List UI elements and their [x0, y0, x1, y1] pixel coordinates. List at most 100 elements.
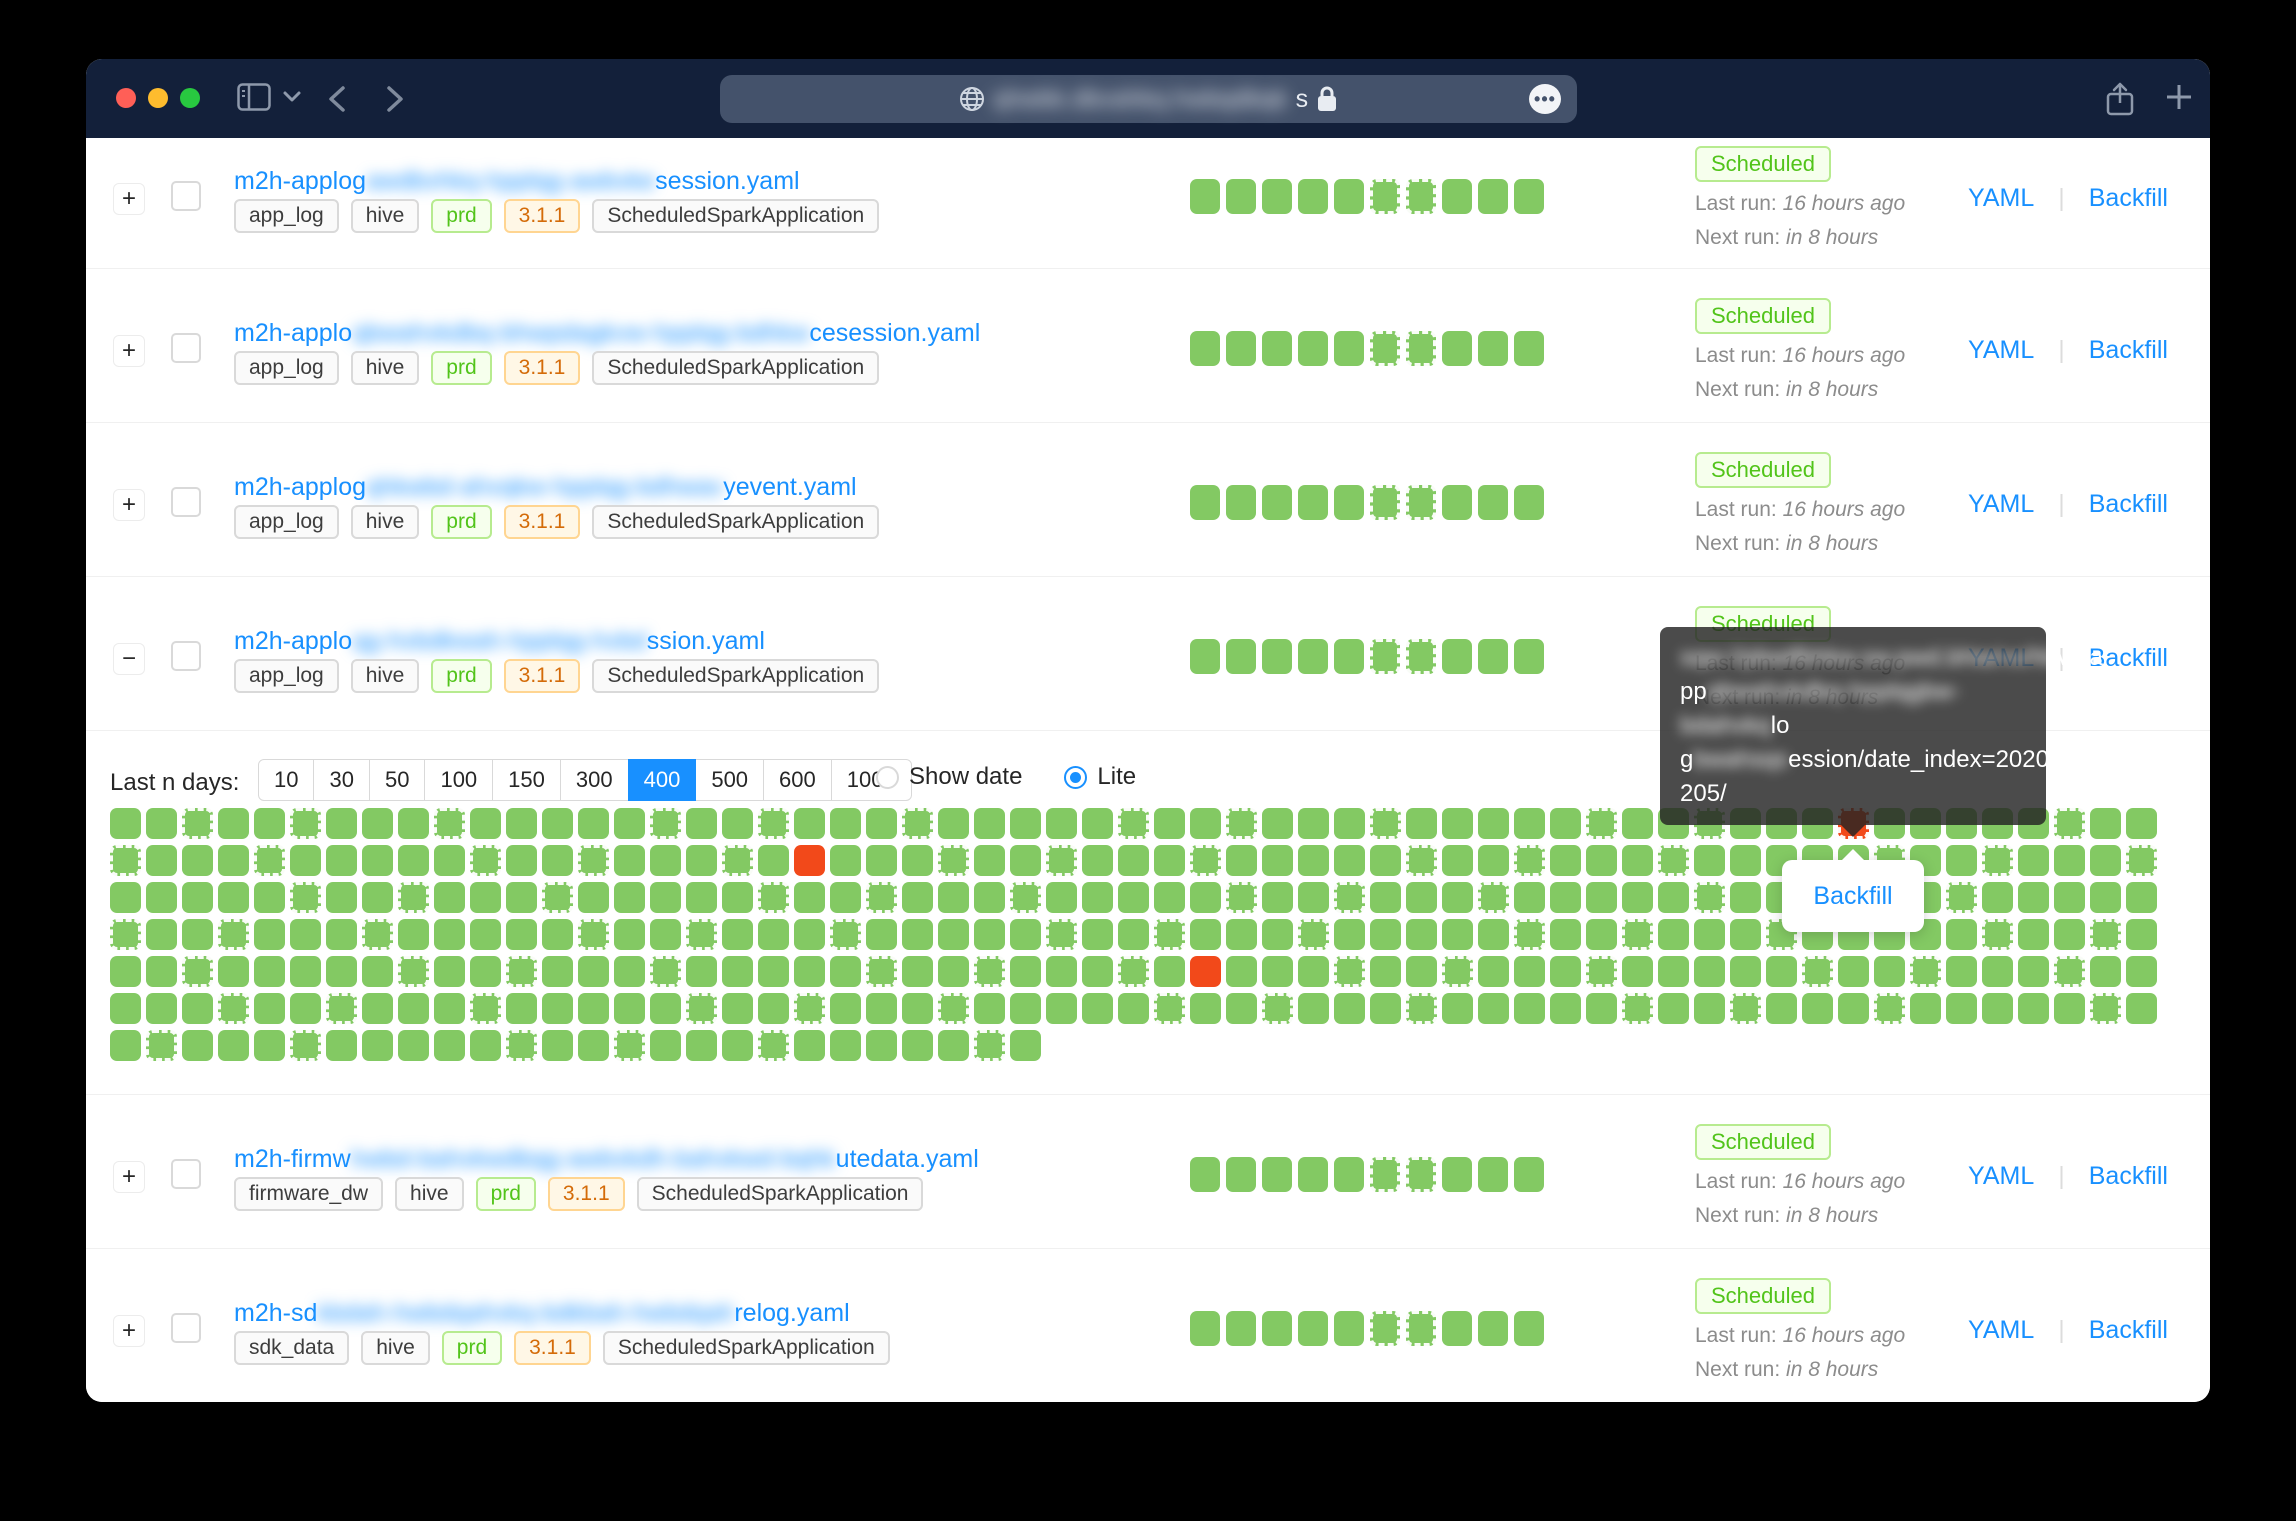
heatmap-cell[interactable]: [470, 882, 501, 913]
heatmap-cell[interactable]: [614, 919, 645, 950]
heatmap-cell[interactable]: [1694, 845, 1725, 876]
heatmap-cell[interactable]: [722, 882, 753, 913]
heatmap-cell[interactable]: [362, 993, 393, 1024]
run-day-square[interactable]: [1262, 179, 1292, 214]
heatmap-cell[interactable]: [614, 993, 645, 1024]
heatmap-cell[interactable]: [1514, 919, 1545, 950]
heatmap-cell[interactable]: [686, 993, 717, 1024]
heatmap-cell[interactable]: [722, 845, 753, 876]
heatmap-cell[interactable]: [254, 845, 285, 876]
heatmap-cell[interactable]: [1946, 919, 1977, 950]
heatmap-cell[interactable]: [2126, 882, 2157, 913]
run-day-square[interactable]: [1406, 1311, 1436, 1346]
heatmap-cell[interactable]: [1118, 956, 1149, 987]
heatmap-cell[interactable]: [686, 919, 717, 950]
heatmap-cell[interactable]: [1010, 919, 1041, 950]
heatmap-cell[interactable]: [866, 845, 897, 876]
heatmap-cell[interactable]: [614, 956, 645, 987]
heatmap-cell[interactable]: [1190, 882, 1221, 913]
heatmap-cell[interactable]: [1298, 845, 1329, 876]
run-day-square[interactable]: [1370, 1311, 1400, 1346]
heatmap-cell[interactable]: [1730, 882, 1761, 913]
run-day-square[interactable]: [1190, 179, 1220, 214]
heatmap-cell[interactable]: [2090, 845, 2121, 876]
heatmap-cell[interactable]: [2054, 956, 2085, 987]
run-day-square[interactable]: [1298, 485, 1328, 520]
heatmap-cell[interactable]: [1262, 808, 1293, 839]
run-day-square[interactable]: [1334, 1311, 1364, 1346]
run-day-square[interactable]: [1298, 1157, 1328, 1192]
heatmap-cell[interactable]: [1514, 993, 1545, 1024]
heatmap-cell[interactable]: [1442, 808, 1473, 839]
heatmap-cell[interactable]: [1010, 1030, 1041, 1061]
heatmap-cell[interactable]: [1406, 919, 1437, 950]
run-day-square[interactable]: [1262, 1311, 1292, 1346]
job-title-link[interactable]: m2h-applogqhkwbd-ahvqkw-hpplqg-bdhwavyev…: [234, 473, 857, 502]
heatmap-cell[interactable]: [866, 919, 897, 950]
heatmap-cell[interactable]: [1478, 956, 1509, 987]
heatmap-cell[interactable]: [2090, 882, 2121, 913]
heatmap-cell[interactable]: [254, 956, 285, 987]
run-day-square[interactable]: [1478, 331, 1508, 366]
backfill-link[interactable]: Backfill: [2089, 1316, 2168, 1345]
run-day-square[interactable]: [1478, 1311, 1508, 1346]
heatmap-cell[interactable]: [254, 808, 285, 839]
heatmap-cell[interactable]: [1658, 882, 1689, 913]
heatmap-cell[interactable]: [1082, 956, 1113, 987]
heatmap-cell[interactable]: [362, 919, 393, 950]
heatmap-cell[interactable]: [1370, 845, 1401, 876]
heatmap-cell[interactable]: [1550, 845, 1581, 876]
heatmap-cell[interactable]: [1442, 845, 1473, 876]
heatmap-cell[interactable]: [938, 882, 969, 913]
heatmap-cell[interactable]: [866, 882, 897, 913]
heatmap-cell[interactable]: [1622, 956, 1653, 987]
heatmap-cell[interactable]: [1046, 993, 1077, 1024]
run-day-square[interactable]: [1442, 485, 1472, 520]
heatmap-cell[interactable]: [830, 993, 861, 1024]
run-day-square[interactable]: [1226, 179, 1256, 214]
back-button[interactable]: [326, 84, 348, 114]
heatmap-cell[interactable]: [182, 993, 213, 1024]
heatmap-cell[interactable]: [1298, 882, 1329, 913]
radio-circle-icon[interactable]: [1064, 766, 1087, 789]
heatmap-cell[interactable]: [398, 845, 429, 876]
heatmap-cell[interactable]: [1010, 845, 1041, 876]
heatmap-cell[interactable]: [1334, 956, 1365, 987]
heatmap-cell[interactable]: [1586, 808, 1617, 839]
heatmap-cell[interactable]: [1586, 993, 1617, 1024]
heatmap-cell[interactable]: [218, 845, 249, 876]
heatmap-cell[interactable]: [1298, 808, 1329, 839]
heatmap-cell[interactable]: [1514, 956, 1545, 987]
heatmap-cell[interactable]: [2018, 919, 2049, 950]
heatmap-cell[interactable]: [614, 845, 645, 876]
heatmap-cell[interactable]: [1190, 919, 1221, 950]
heatmap-cell[interactable]: [1586, 882, 1617, 913]
heatmap-cell[interactable]: [1478, 845, 1509, 876]
heatmap-cell[interactable]: [1046, 845, 1077, 876]
heatmap-cell[interactable]: [1046, 808, 1077, 839]
heatmap-cell[interactable]: [1226, 845, 1257, 876]
heatmap-cell[interactable]: [326, 956, 357, 987]
heatmap-cell[interactable]: [146, 919, 177, 950]
heatmap-cell[interactable]: [1982, 919, 2013, 950]
heatmap-cell[interactable]: [1082, 845, 1113, 876]
row-expander-button[interactable]: +: [113, 183, 145, 215]
heatmap-cell[interactable]: [2054, 993, 2085, 1024]
heatmap-cell[interactable]: [1550, 808, 1581, 839]
heatmap-cell[interactable]: [398, 919, 429, 950]
run-day-square[interactable]: [1334, 485, 1364, 520]
days-option-150[interactable]: 150: [492, 759, 561, 801]
heatmap-cell[interactable]: [182, 919, 213, 950]
heatmap-cell[interactable]: [1154, 993, 1185, 1024]
heatmap-cell[interactable]: [938, 993, 969, 1024]
heatmap-cell[interactable]: [1370, 919, 1401, 950]
heatmap-cell[interactable]: [1370, 808, 1401, 839]
heatmap-cell[interactable]: [326, 1030, 357, 1061]
heatmap-cell[interactable]: [506, 882, 537, 913]
heatmap-cell[interactable]: [1622, 919, 1653, 950]
yaml-link[interactable]: YAML: [1968, 184, 2034, 213]
heatmap-cell[interactable]: [2126, 808, 2157, 839]
heatmap-cell[interactable]: [434, 993, 465, 1024]
heatmap-cell[interactable]: [110, 919, 141, 950]
heatmap-cell[interactable]: [1406, 845, 1437, 876]
